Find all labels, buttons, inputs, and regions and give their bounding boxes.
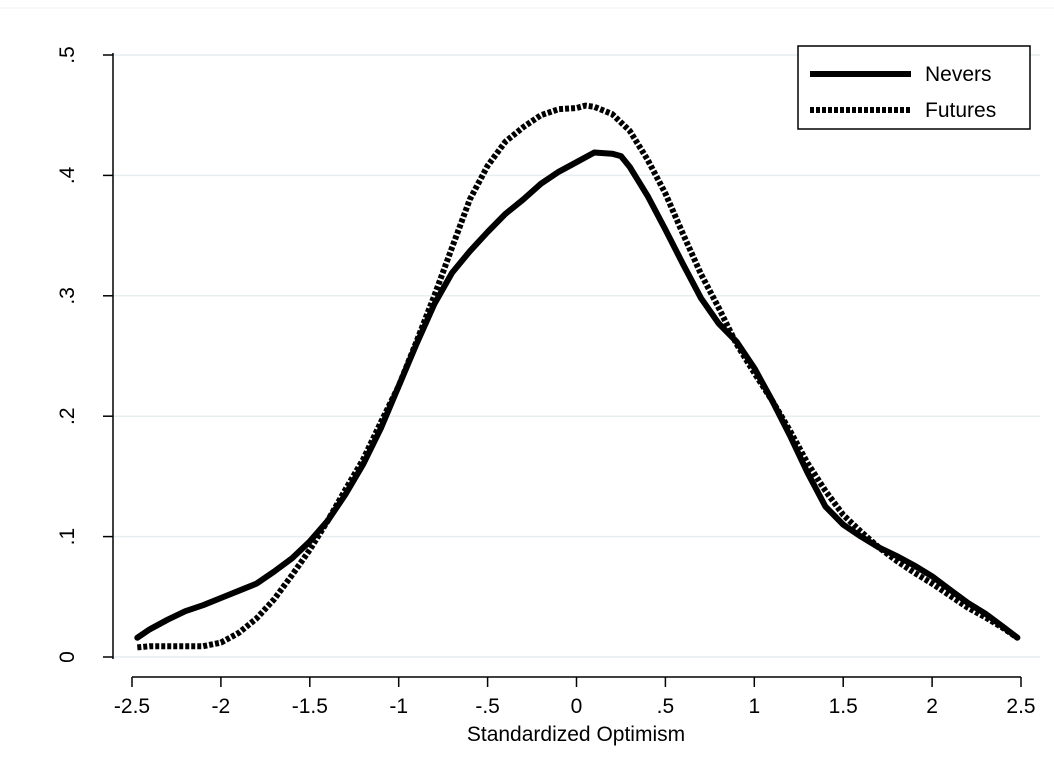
y-tick-label: .5	[56, 46, 79, 64]
x-tick-label: -2.5	[114, 695, 150, 718]
legend-label-futures: Futures	[925, 99, 996, 122]
series-line-futures	[137, 102, 1020, 651]
x-tick-label: -1	[389, 695, 408, 718]
legend: Nevers Futures	[797, 45, 1031, 130]
legend-box	[797, 45, 1031, 130]
y-tick-label: 0	[56, 651, 79, 663]
x-tick-label: 1.5	[829, 695, 858, 718]
x-tick-label: -.5	[475, 695, 500, 718]
x-tick-label: 2	[926, 695, 938, 718]
legend-label-nevers: Nevers	[925, 63, 992, 86]
y-tick-label: .2	[56, 407, 79, 425]
x-tick-label: -2	[212, 695, 231, 718]
y-tick-label: .3	[56, 287, 79, 305]
x-tick-label: .5	[657, 695, 675, 718]
axes: 0 .1 .2 .3 .4 .5 -2.5 -2 -1.5 -1 -.5 0 .5 1 1.5 2 2.5	[56, 46, 1036, 718]
x-tick-label: 2.5	[1006, 695, 1035, 718]
x-tick-label: -1.5	[292, 695, 328, 718]
y-tick-label: .1	[56, 528, 79, 546]
x-axis-title: Standardized Optimism	[467, 723, 685, 746]
series-lines	[134, 102, 1021, 651]
series-line-nevers	[134, 149, 1021, 641]
y-tick-label: .4	[56, 166, 79, 184]
x-tick-label: 1	[748, 695, 760, 718]
x-tick-label: 0	[571, 695, 583, 718]
